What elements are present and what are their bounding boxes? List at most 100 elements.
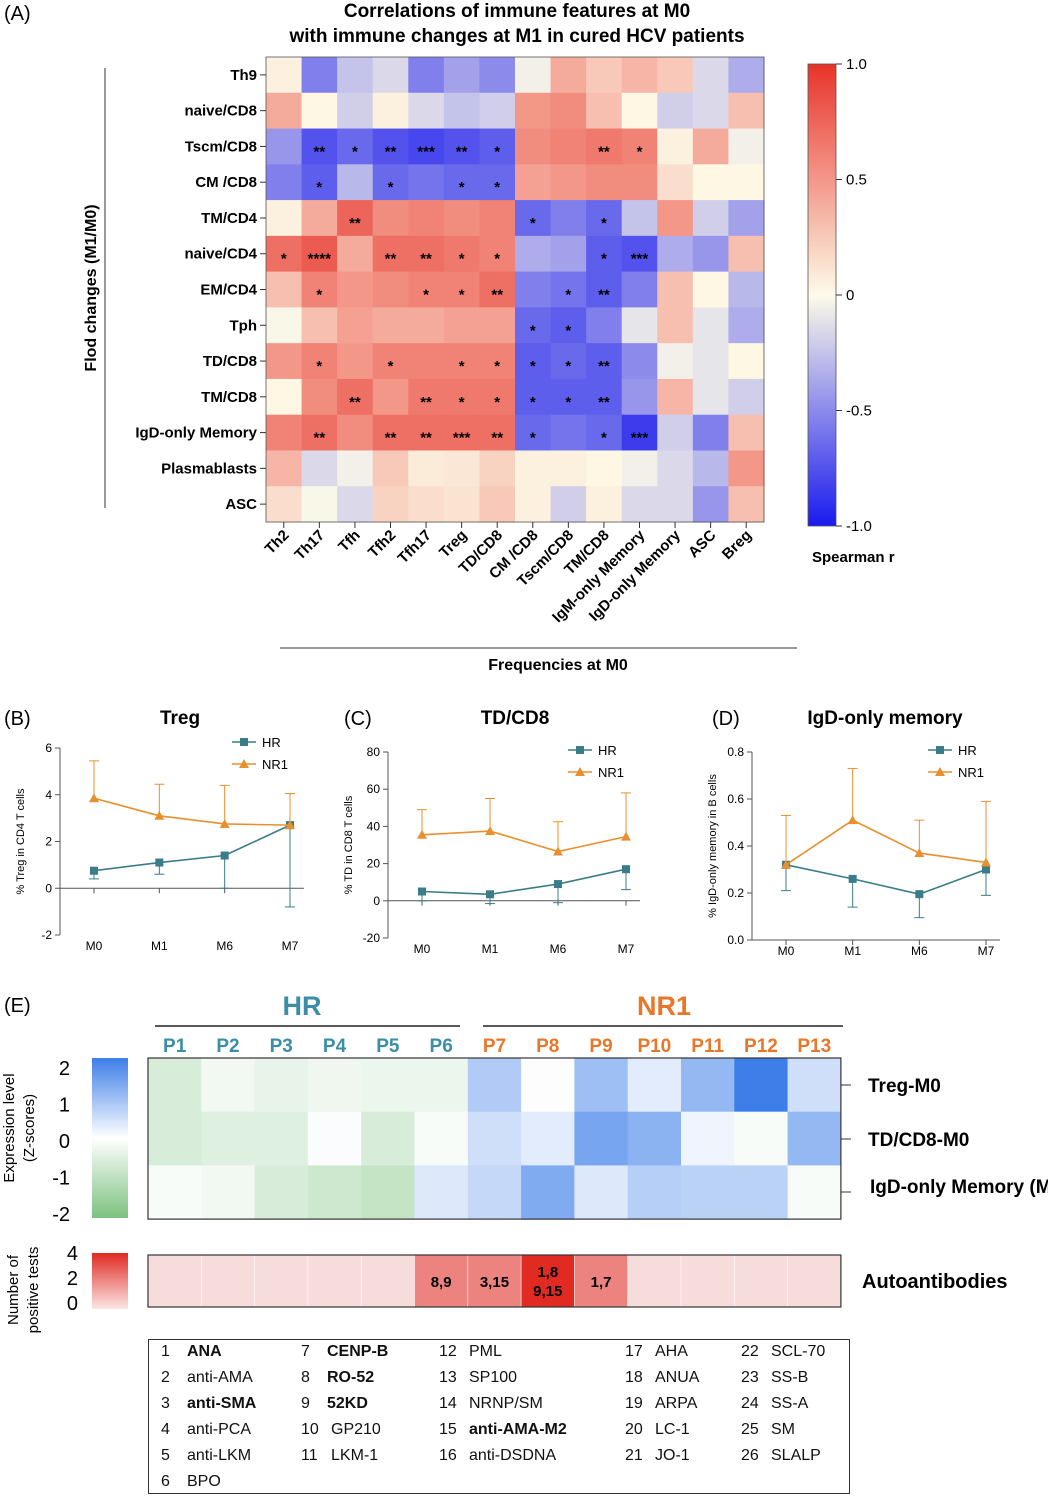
heatmap-cell: [621, 200, 658, 237]
heatmap-title-line2: with immune changes at M1 in cured HCV p…: [288, 26, 744, 47]
heatmap-cell: [728, 343, 765, 380]
significance-mark: *: [316, 287, 322, 304]
heatmap-cell: [586, 128, 623, 165]
heatmap-cell: [692, 57, 730, 94]
heatmap-cell: [337, 378, 374, 416]
heatmap-cell: [692, 378, 730, 416]
heatmap-cell: [301, 235, 338, 273]
heatmap-cell: [372, 414, 409, 452]
heatmap-cell: [657, 486, 694, 523]
heatmap-cell: [266, 92, 303, 130]
autoantibody-legend-item: 24 SS-A: [741, 1395, 808, 1413]
data-point-nr1: [553, 846, 563, 856]
heatmap-cell: [692, 307, 730, 344]
autoantibody-legend-item: 11 LKM-1: [301, 1447, 378, 1465]
heatmap-cell: [301, 128, 338, 165]
autoantibody-label: 1,7: [591, 1274, 612, 1291]
zscore-cell: [681, 1165, 735, 1220]
autoantibody-name: ARPA: [655, 1395, 698, 1412]
legend-marker-nr1: [935, 767, 945, 776]
heatmap-cell: [337, 57, 374, 94]
autoantibody-number: 1: [161, 1343, 170, 1360]
patient-label: P10: [637, 1036, 671, 1057]
autoantibody-number: 11: [301, 1447, 318, 1464]
autoantibody-name: RO-52: [327, 1369, 375, 1386]
x-tick-label: M7: [978, 944, 995, 958]
zscore-cell: [734, 1165, 789, 1220]
y-tick-label: 0.8: [727, 745, 744, 759]
significance-mark: *: [530, 322, 536, 339]
data-point-nr1: [914, 848, 925, 858]
zscore-cell: [681, 1058, 735, 1113]
heatmap-cell: [692, 235, 730, 273]
heatmap-cell: [514, 57, 552, 94]
significance-mark: *: [352, 143, 358, 160]
heatmap-cell: [443, 486, 481, 523]
zscore-cell: [574, 1058, 629, 1113]
zscore-cell: [627, 1111, 682, 1166]
heatmap-cell: [301, 200, 338, 237]
zscore-cell: [148, 1165, 202, 1220]
legend-marker-nr1: [239, 759, 249, 768]
heatmap-cell: [408, 450, 445, 487]
autoantibody-legend-item: 21 JO-1: [625, 1447, 690, 1465]
heatmap-cell: [479, 486, 516, 523]
autoantibody-name: JO-1: [655, 1447, 690, 1464]
row-label: Tph: [230, 317, 258, 334]
autoantibody-name: LKM-1: [331, 1447, 379, 1464]
zscore-cell: [467, 1058, 522, 1113]
y-tick-label: 0.0: [727, 933, 744, 947]
heatmap-cell: [586, 271, 623, 308]
significance-mark: ***: [453, 430, 471, 447]
line-chart-title: IgD-only memory: [807, 708, 963, 729]
autoantibody-name: LC-1: [655, 1421, 690, 1438]
autoantibody-number: 21: [625, 1447, 643, 1464]
data-point-nr1: [285, 820, 295, 830]
autoantibody-legend-item: 9 52KD: [301, 1395, 368, 1413]
zscore-cell: [361, 1058, 415, 1113]
heatmap-cell: [266, 164, 303, 201]
heatmap-cell: [408, 414, 445, 452]
zscore-cell: [521, 1165, 575, 1220]
autoantibody-cell: [254, 1254, 309, 1308]
significance-mark: *: [565, 394, 571, 411]
heatmap-cell: [728, 486, 765, 523]
heatmap-cell: [372, 92, 409, 130]
x-tick-label: M1: [482, 942, 499, 956]
zscore-cell: [787, 1165, 842, 1220]
data-point-nr1: [89, 793, 99, 803]
heatmap-cell: [372, 450, 409, 487]
heatmap-cell: [514, 343, 552, 380]
autoantibody-legend-item: 10 GP210: [301, 1421, 381, 1439]
significance-mark: **: [491, 430, 503, 447]
autoantibody-legend-item: 6 BPO: [161, 1473, 221, 1491]
autoantibody-legend-item: 18 ANUA: [625, 1369, 699, 1387]
significance-mark: *: [281, 251, 287, 268]
zscore-cell: [307, 1165, 362, 1220]
significance-mark: *: [459, 287, 465, 304]
row-label: Th9: [230, 67, 257, 84]
heatmap-cell: [550, 378, 587, 416]
autoantibody-name: 52KD: [327, 1395, 368, 1412]
significance-mark: *: [530, 430, 536, 447]
zscore-row-label: IgD-only Memory (M1/M0): [870, 1177, 1048, 1198]
significance-mark: *: [565, 287, 571, 304]
zscore-cell: [467, 1165, 522, 1220]
heatmap-cell: [514, 271, 552, 308]
heatmap-cell: [479, 307, 516, 344]
zscore-cell: [627, 1165, 682, 1220]
heatmap-cell: [550, 343, 587, 380]
heatmap-cell: [586, 343, 623, 380]
series-line-hr: [421, 868, 627, 896]
autoantibody-cell: [307, 1254, 362, 1308]
autoantibody-legend-item: 5 anti-LKM: [161, 1447, 251, 1465]
autoantibody-number: 16: [439, 1447, 457, 1464]
heatmap-cell: [479, 92, 516, 130]
autoantibody-cell: [627, 1254, 682, 1308]
autoantibody-name: SS-A: [771, 1395, 809, 1412]
autoantibody-axis-title-line2: positive tests: [25, 1247, 42, 1334]
autoantibody-number: 15: [439, 1421, 457, 1438]
panel-label: (B): [4, 708, 31, 730]
x-tick-label: M6: [216, 939, 233, 953]
autoantibody-name: AHA: [655, 1343, 688, 1360]
